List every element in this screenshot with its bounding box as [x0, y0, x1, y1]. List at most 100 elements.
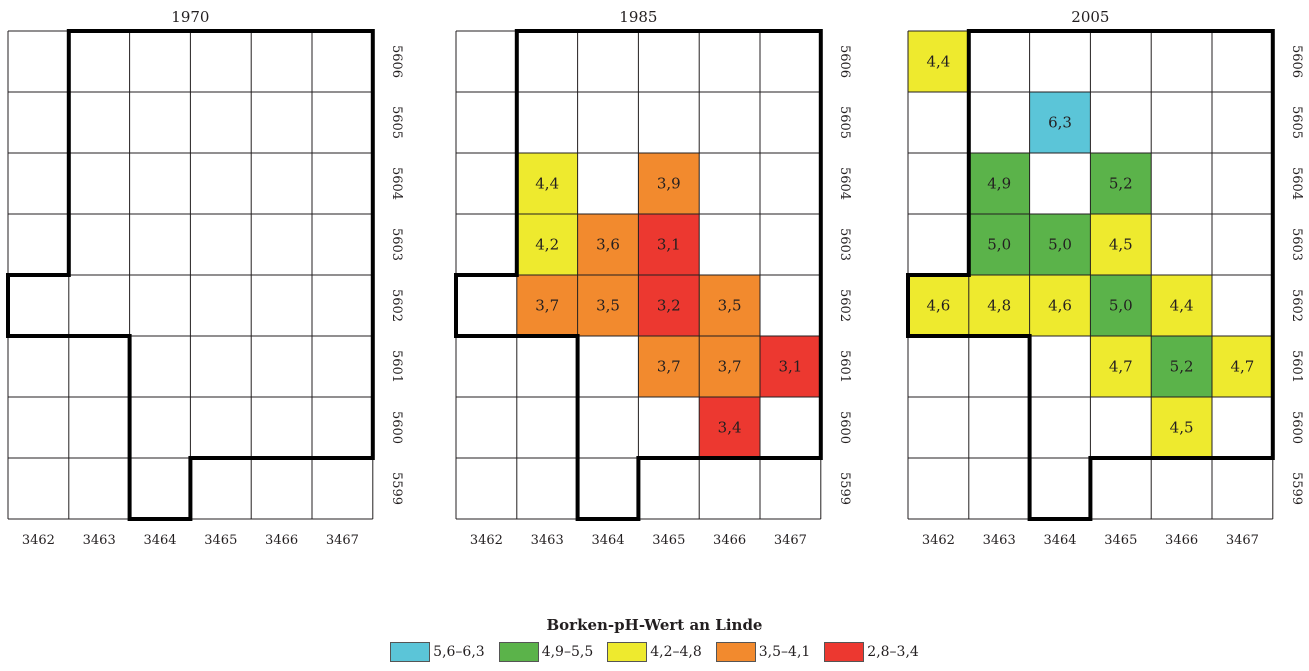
legend-label: 5,6–6,3: [433, 644, 485, 660]
ph-value: 3,5: [718, 297, 742, 315]
map-2005: 2005 4,4 6,3 4,9 5,2 5,0 5,0 4,5 4,6 4,8 4,6 5,0 4,4…: [906, 8, 1304, 548]
ph-value: 4,5: [1109, 236, 1133, 254]
legend-label: 4,2–4,8: [650, 644, 702, 660]
ph-cell: [968, 153, 1030, 214]
legend-title: Borken-pH-Wert an Linde: [546, 616, 763, 634]
y-axis-label: 5601: [1289, 350, 1304, 383]
ph-value: 4,6: [1048, 297, 1072, 315]
legend-item: 3,5–4,1: [715, 642, 811, 662]
ph-value: 3,7: [535, 297, 559, 315]
ph-cell: [699, 397, 760, 458]
ph-value: 3,1: [778, 358, 802, 376]
ph-cell: [1029, 92, 1091, 153]
maps-panel: 1970 3462 3463 3464 3465 3466 3467 5606 5605 5604…: [6, 8, 1304, 548]
ph-value: 3,7: [718, 358, 742, 376]
x-axis-label: 3466: [265, 533, 298, 548]
ph-value: 4,4: [1170, 297, 1194, 315]
ph-value: 4,6: [926, 297, 950, 315]
x-axis-label: 3466: [1165, 533, 1198, 548]
ph-cell: [1151, 397, 1212, 458]
y-axis-label: 5599: [837, 472, 852, 505]
ph-cell: [1090, 275, 1152, 336]
ph-value: 5,2: [1170, 358, 1194, 376]
ph-value: 5,2: [1109, 175, 1133, 193]
ph-value: 4,7: [1109, 358, 1133, 376]
ph-value: 3,5: [596, 297, 620, 315]
ph-value: 4,9: [987, 175, 1011, 193]
y-axis-label: 5604: [1289, 167, 1304, 200]
x-axis-label: 3465: [204, 533, 237, 548]
y-axis-label: 5602: [1289, 289, 1304, 322]
ph-cell: [516, 153, 578, 214]
ph-value: 3,2: [657, 297, 681, 315]
legend-swatch: [498, 642, 539, 662]
ph-cell: [908, 31, 969, 92]
ph-cell: [638, 275, 700, 336]
x-axis-label: 3465: [652, 533, 685, 548]
y-axis-label: 5599: [389, 472, 404, 505]
legend-item: 5,6–6,3: [390, 642, 485, 662]
x-axis-label: 3464: [1043, 533, 1076, 548]
ph-cell: [516, 275, 578, 336]
x-axis-label: 3463: [531, 533, 564, 548]
ph-cell: [968, 275, 1030, 336]
ph-cell: [1090, 153, 1152, 214]
y-axis-label: 5602: [837, 289, 852, 322]
ph-value: 4,2: [535, 236, 559, 254]
ph-cell: [1090, 336, 1152, 397]
y-axis-label: 5601: [837, 350, 852, 383]
ph-cell: [699, 336, 760, 397]
y-axis-label: 5605: [837, 106, 852, 139]
ph-value: 3,9: [657, 175, 681, 193]
map-title: 1970: [171, 8, 209, 26]
y-axis-label: 5601: [389, 350, 404, 383]
legend-item: 4,2–4,8: [607, 642, 702, 662]
ph-cell: [577, 214, 639, 275]
legend-label: 2,8–3,4: [867, 644, 919, 660]
ph-value: 3,6: [596, 236, 620, 254]
y-axis-label: 5603: [389, 228, 404, 261]
ph-cell: [516, 214, 578, 275]
ph-value: 4,8: [987, 297, 1011, 315]
y-axis-label: 5599: [1289, 472, 1304, 505]
ph-cell: [1151, 275, 1212, 336]
legend-item: 2,8–3,4: [824, 642, 919, 662]
ph-cell: [760, 336, 821, 397]
map-1970: 1970 3462 3463 3464 3465 3466 3467 5606 5605 5604…: [6, 8, 404, 548]
map-1985: 1985 4,4 3,9 4,2 3,6 3,1 3,7 3,5 3,2 3,5 3,7 3,7 3,1…: [454, 8, 852, 548]
ph-cell: [638, 153, 700, 214]
ph-value: 4,5: [1170, 419, 1194, 437]
ph-cell: [1212, 336, 1273, 397]
study-area-boundary: [454, 29, 823, 521]
ph-cell: [1090, 214, 1152, 275]
ph-value: 4,4: [535, 175, 559, 193]
x-axis-label: 3463: [83, 533, 116, 548]
legend-swatch: [607, 642, 648, 662]
y-axis-label: 5604: [389, 167, 404, 200]
y-axis-label: 5603: [1289, 228, 1304, 261]
ph-cell: [908, 275, 969, 336]
legend-label: 4,9–5,5: [541, 644, 594, 660]
legend-item: 4,9–5,5: [498, 642, 594, 662]
y-axis-label: 5606: [837, 45, 852, 78]
x-axis-label: 3467: [326, 533, 359, 548]
legend-swatch: [390, 642, 431, 662]
x-axis-label: 3462: [922, 533, 955, 548]
x-axis-label: 3464: [591, 533, 624, 548]
ph-cell: [968, 214, 1030, 275]
study-area-boundary: [906, 29, 1275, 521]
study-area-boundary: [6, 29, 375, 521]
ph-value: 3,4: [718, 419, 742, 437]
y-axis-label: 5605: [1289, 106, 1304, 139]
ph-cell: [638, 214, 700, 275]
legend-label: 3,5–4,1: [758, 644, 811, 660]
x-axis-label: 3465: [1104, 533, 1137, 548]
y-axis-label: 5600: [837, 411, 852, 444]
legend-swatch: [715, 642, 756, 662]
y-axis-label: 5606: [389, 45, 404, 78]
x-axis-label: 3467: [774, 533, 807, 548]
y-axis-label: 5600: [1289, 411, 1304, 444]
ph-cell: [577, 275, 639, 336]
map-title: 2005: [1071, 8, 1109, 26]
ph-value: 4,4: [926, 53, 950, 71]
